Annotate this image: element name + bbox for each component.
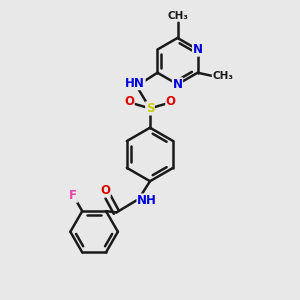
Text: O: O (124, 95, 134, 108)
Text: O: O (100, 184, 110, 197)
Text: S: S (146, 102, 154, 115)
Text: N: N (172, 78, 182, 91)
Text: HN: HN (125, 76, 145, 90)
Text: N: N (193, 43, 202, 56)
Text: O: O (166, 95, 176, 108)
Text: NH: NH (137, 194, 157, 207)
Text: F: F (69, 189, 77, 202)
Text: CH₃: CH₃ (167, 11, 188, 21)
Text: CH₃: CH₃ (212, 71, 233, 81)
